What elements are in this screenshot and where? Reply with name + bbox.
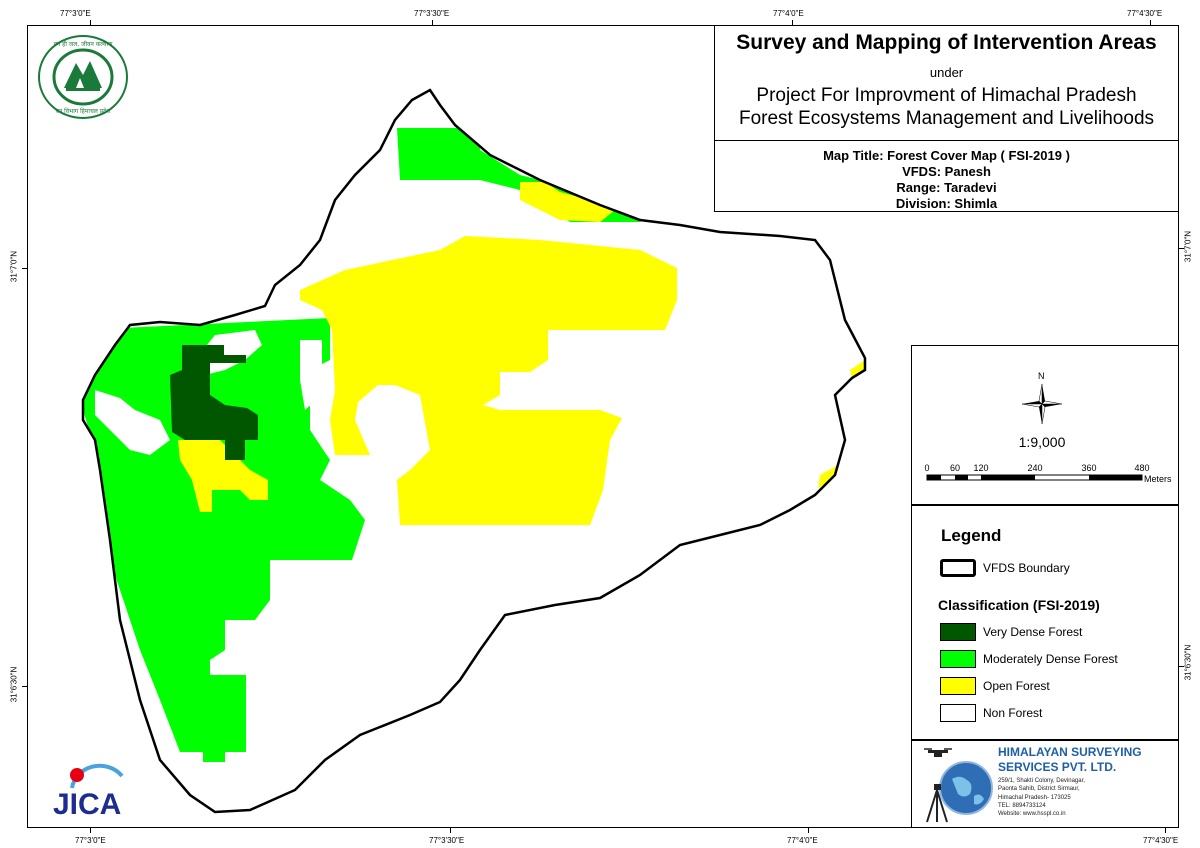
title-info: Map Title: Forest Cover Map ( FSI-2019 )… <box>715 148 1178 212</box>
moderately-dense-swatch <box>940 650 976 668</box>
scale-tick-360: 360 <box>1081 463 1096 473</box>
company-address-line2: Paonta Sahib, District Sirmaur, <box>998 786 1080 793</box>
scale-box: N 1:9,000 0 60 120 240 360 480 Meters <box>911 345 1179 505</box>
scale-tick-60: 60 <box>950 463 960 473</box>
coord-left-2: 31°6'30"N <box>9 666 19 703</box>
coord-right-2: 31°6'30"N <box>1183 644 1193 681</box>
company-website: Website: www.hsspl.co.in <box>998 811 1066 818</box>
tick-bottom-1 <box>90 828 91 833</box>
boundary-swatch <box>940 559 976 577</box>
company-phone: TEL: 8894733124 <box>998 802 1046 809</box>
legend-box: Legend VFDS Boundary Classification (FSI… <box>911 505 1179 740</box>
scale-bar: 0 60 120 240 360 480 Meters <box>924 463 1172 484</box>
company-box: HIMALAYAN SURVEYING SERVICES PVT. LTD. 2… <box>911 740 1179 828</box>
title-under: under <box>929 65 964 80</box>
tick-left-1 <box>22 268 27 269</box>
legend-title: Legend <box>941 526 1002 545</box>
title-main: Survey and Mapping of Intervention Areas <box>736 31 1157 54</box>
tick-bottom-2 <box>450 828 451 833</box>
tick-right-2 <box>1179 666 1184 667</box>
coord-right-1: 31°7'0"N <box>1183 230 1193 263</box>
non-forest-label: Non Forest <box>983 706 1043 720</box>
coord-top-4: 77°4'30"E <box>1127 9 1163 18</box>
division-name: Division: Shimla <box>895 196 998 211</box>
vfds-name: VFDS: Panesh <box>902 164 991 179</box>
title-divider <box>715 140 1178 141</box>
company-address-line3: Himachal Pradesh- 173025 <box>998 794 1071 801</box>
tick-top-4 <box>1150 20 1151 25</box>
north-label: N <box>1038 371 1045 381</box>
moderately-dense-label: Moderately Dense Forest <box>983 652 1118 666</box>
open-label: Open Forest <box>983 679 1050 693</box>
title-project: Project For Improvment of Himachal Prade… <box>715 84 1178 130</box>
very-dense-swatch <box>940 623 976 641</box>
jica-logo: JICA <box>53 763 124 820</box>
tick-right-1 <box>1179 248 1184 249</box>
tick-bottom-4 <box>1165 828 1166 833</box>
coord-bottom-3: 77°4'0"E <box>787 836 818 845</box>
scale-tick-120: 120 <box>973 463 988 473</box>
north-arrow-icon <box>1021 383 1063 425</box>
scale-ratio: 1:9,000 <box>1018 434 1066 450</box>
non-forest-swatch <box>940 704 976 722</box>
map-title: Map Title: Forest Cover Map ( FSI-2019 ) <box>823 148 1070 163</box>
boundary-label: VFDS Boundary <box>983 561 1070 575</box>
title-project-line2: Forest Ecosystems Management and Livelih… <box>738 108 1155 129</box>
coord-top-2: 77°3'30"E <box>414 9 450 18</box>
scale-unit: Meters <box>1144 474 1172 484</box>
forest-department-logo: वन ही जल, जीवन कल्याण वन विभाग हिमाचल प्… <box>38 35 128 119</box>
title-project-line1: Project For Improvment of Himachal Prade… <box>756 85 1137 106</box>
tick-left-2 <box>22 686 27 687</box>
company-address-line1: 259/1, Shakti Colony, Devinagar, <box>998 778 1085 784</box>
company-name-line2: SERVICES PVT. LTD. <box>998 760 1117 774</box>
logo-text-lower: वन विभाग हिमाचल प्रदेश <box>56 107 112 115</box>
classification-title: Classification (FSI-2019) <box>938 597 1100 613</box>
coord-bottom-4: 77°4'30"E <box>1143 836 1179 845</box>
scale-tick-0: 0 <box>924 463 929 473</box>
coord-top-3: 77°4'0"E <box>773 9 804 18</box>
scale-tick-480: 480 <box>1134 463 1149 473</box>
vfds-boundary <box>81 88 867 814</box>
title-box: Survey and Mapping of Intervention Areas… <box>714 25 1179 212</box>
open-swatch <box>940 677 976 695</box>
scale-tick-240: 240 <box>1027 463 1042 473</box>
coord-bottom-2: 77°3'30"E <box>429 836 465 845</box>
coord-bottom-1: 77°3'0"E <box>75 836 106 845</box>
non-forest-gaps <box>95 330 322 455</box>
tick-top-2 <box>432 20 433 25</box>
company-name-line1: HIMALAYAN SURVEYING <box>998 745 1142 759</box>
logo-text-upper: वन ही जल, जीवन कल्याण <box>54 40 114 48</box>
jica-text: JICA <box>53 788 121 820</box>
company-name: HIMALAYAN SURVEYING SERVICES PVT. LTD. <box>998 745 1142 775</box>
tick-top-1 <box>90 20 91 25</box>
range-name: Range: Taradevi <box>896 180 997 195</box>
company-address: 259/1, Shakti Colony, Devinagar, Paonta … <box>998 777 1085 818</box>
tick-top-3 <box>792 20 793 25</box>
very-dense-label: Very Dense Forest <box>983 625 1083 639</box>
tick-bottom-3 <box>808 828 809 833</box>
coord-left-1: 31°7'0"N <box>9 250 19 283</box>
coord-top-1: 77°3'0"E <box>60 9 91 18</box>
company-logo <box>924 748 993 823</box>
very-dense-forest-area <box>170 345 258 460</box>
